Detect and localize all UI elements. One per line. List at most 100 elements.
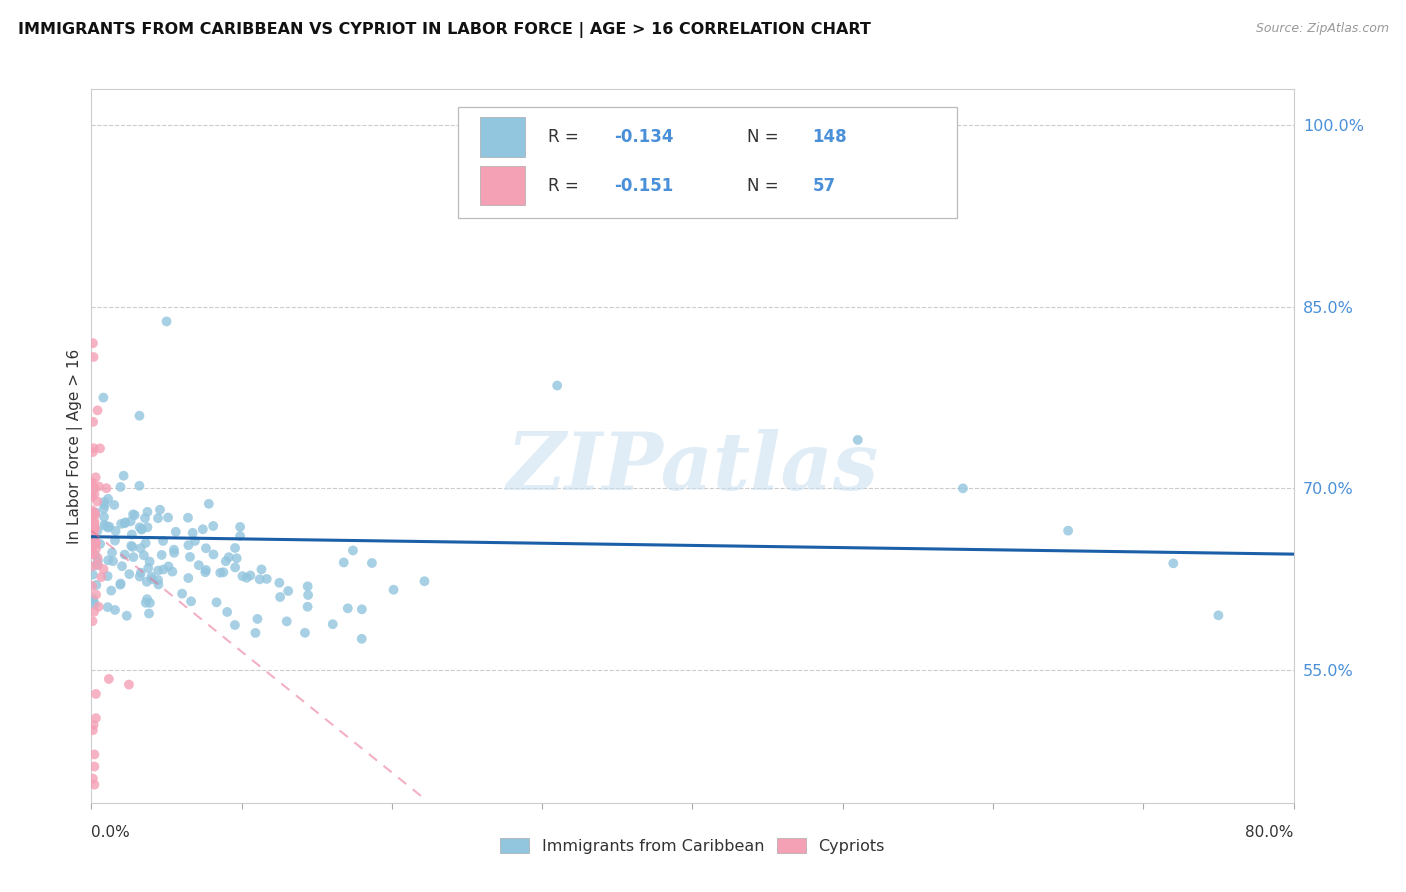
Point [135, 596, 157, 610]
Point [194, 565, 217, 579]
Point [157, 510, 180, 524]
Point [80, 487, 103, 501]
Point [336, 601, 359, 615]
Point [235, 571, 257, 585]
Point [165, 524, 187, 539]
Point [229, 529, 252, 543]
Point [83, 759, 105, 773]
Point [94, 519, 117, 533]
Point [83, 718, 105, 732]
Point [110, 516, 132, 531]
Point [546, 378, 568, 392]
Point [82, 614, 104, 628]
Point [128, 409, 150, 423]
Point [83, 597, 105, 611]
Point [82, 723, 104, 738]
Point [83, 487, 105, 501]
Point [93, 495, 115, 509]
Point [135, 536, 157, 550]
Point [209, 566, 232, 580]
Point [93, 498, 115, 512]
Point [97, 600, 120, 615]
Point [80, 521, 103, 535]
Text: N =: N = [747, 177, 783, 194]
Point [202, 519, 225, 533]
Point [269, 590, 291, 604]
Point [82, 530, 104, 544]
Point [103, 498, 125, 512]
Point [82, 579, 104, 593]
Point [198, 497, 221, 511]
Point [952, 481, 974, 495]
Point [97, 491, 120, 506]
Point [128, 520, 150, 534]
Point [80, 490, 103, 504]
Point [97, 553, 120, 567]
Point [124, 508, 146, 523]
Y-axis label: In Labor Force | Age > 16: In Labor Force | Age > 16 [67, 349, 83, 543]
Text: 80.0%: 80.0% [1246, 825, 1294, 840]
Point [129, 541, 152, 556]
Point [112, 468, 135, 483]
Point [350, 602, 373, 616]
Point [87, 479, 110, 493]
Point [322, 617, 344, 632]
Point [82, 336, 104, 351]
Point [413, 574, 436, 589]
Point [184, 533, 207, 548]
Point [121, 527, 143, 541]
Point [148, 577, 170, 591]
Point [87, 599, 110, 614]
Point [128, 479, 150, 493]
Point [131, 523, 153, 537]
Point [104, 603, 127, 617]
Point [100, 583, 122, 598]
Point [118, 677, 141, 691]
Text: 0.0%: 0.0% [91, 825, 131, 840]
Point [82, 772, 104, 786]
Point [148, 564, 170, 578]
Point [136, 505, 159, 519]
Point [294, 625, 316, 640]
Text: -0.151: -0.151 [614, 177, 673, 194]
Point [110, 480, 132, 494]
Text: R =: R = [548, 128, 585, 146]
Point [93, 391, 115, 405]
Point [120, 514, 142, 528]
Point [87, 553, 110, 567]
Point [82, 547, 104, 561]
Point [239, 568, 262, 582]
Point [84, 711, 107, 725]
Point [115, 608, 138, 623]
Point [101, 554, 124, 568]
Point [86, 403, 108, 417]
Point [162, 565, 184, 579]
Point [297, 599, 319, 614]
Point [342, 543, 364, 558]
Point [83, 778, 105, 792]
Point [83, 747, 105, 762]
Point [84, 522, 107, 536]
Point [93, 510, 115, 524]
Point [84, 508, 107, 522]
Point [152, 533, 174, 548]
Point [350, 632, 373, 646]
Point [122, 550, 145, 565]
Point [97, 569, 120, 583]
Point [82, 541, 104, 555]
Point [218, 550, 240, 565]
Point [122, 508, 145, 522]
Point [83, 530, 105, 544]
Point [382, 582, 405, 597]
Point [152, 562, 174, 576]
Text: -0.134: -0.134 [614, 128, 673, 146]
Point [202, 548, 225, 562]
Point [277, 584, 299, 599]
Bar [479, 166, 526, 205]
Point [86, 494, 108, 508]
Point [111, 559, 134, 574]
Point [89, 442, 111, 456]
Point [155, 314, 177, 328]
Point [177, 571, 200, 585]
Point [146, 573, 169, 587]
